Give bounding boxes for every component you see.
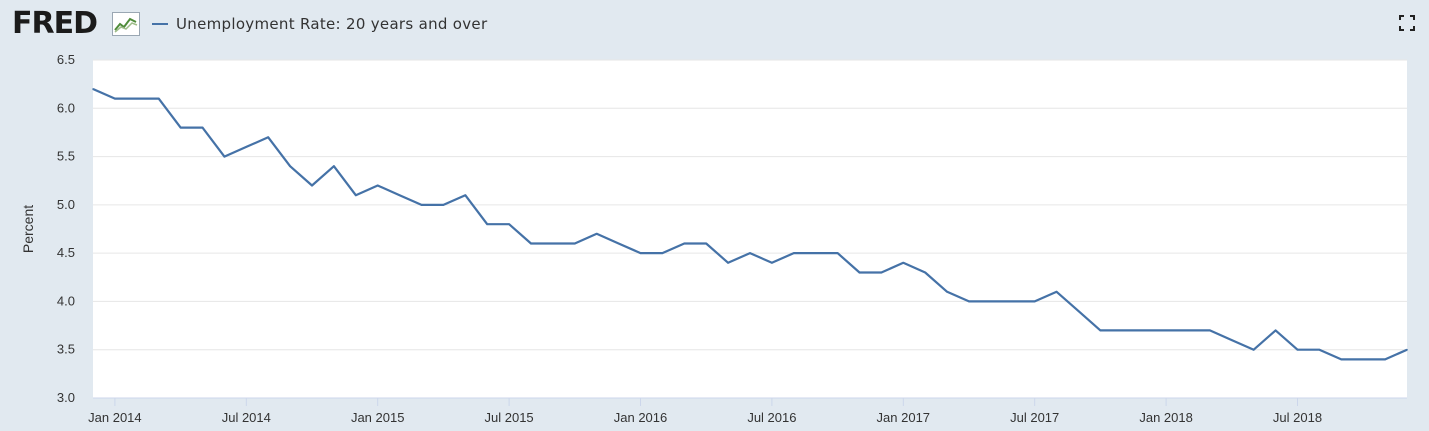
- data-point[interactable]: [902, 262, 905, 264]
- data-point[interactable]: [530, 242, 532, 245]
- fullscreen-icon[interactable]: [1398, 14, 1416, 32]
- data-point[interactable]: [311, 184, 313, 187]
- x-tick-label: Jul 2017: [1010, 410, 1059, 425]
- y-axis-label: Percent: [20, 205, 36, 253]
- data-point[interactable]: [814, 252, 817, 254]
- x-tick-label: Jan 2016: [614, 410, 668, 425]
- data-point[interactable]: [201, 126, 204, 129]
- data-point[interactable]: [1296, 348, 1299, 351]
- plot-area: [93, 60, 1407, 398]
- data-point[interactable]: [1384, 358, 1386, 361]
- data-point[interactable]: [1274, 329, 1277, 332]
- data-point[interactable]: [1143, 329, 1145, 332]
- data-point[interactable]: [245, 146, 248, 148]
- x-tick-label: Jul 2018: [1273, 410, 1322, 425]
- y-tick-label: 5.0: [57, 197, 75, 212]
- x-tick-label: Jul 2015: [485, 410, 534, 425]
- data-point[interactable]: [333, 165, 335, 167]
- data-point[interactable]: [376, 184, 379, 187]
- data-point[interactable]: [749, 252, 751, 254]
- data-point[interactable]: [595, 233, 598, 235]
- x-tick-label: Jan 2018: [1139, 410, 1193, 425]
- data-point[interactable]: [114, 97, 116, 100]
- data-point[interactable]: [836, 252, 839, 254]
- data-point[interactable]: [157, 97, 160, 100]
- data-point[interactable]: [858, 271, 861, 274]
- data-point[interactable]: [880, 271, 883, 274]
- legend: Unemployment Rate: 20 years and over: [152, 14, 487, 34]
- data-point[interactable]: [552, 242, 554, 245]
- data-point[interactable]: [1231, 339, 1233, 341]
- data-point[interactable]: [1209, 329, 1211, 332]
- data-point[interactable]: [1055, 291, 1058, 293]
- data-point[interactable]: [267, 136, 270, 139]
- y-tick-label: 3.0: [57, 390, 75, 405]
- y-tick-label: 4.0: [57, 293, 75, 308]
- x-axis-ticks: Jan 2014 Jul 2014 Jan 2015 Jul 2015 Jan 2016…: [88, 398, 1322, 425]
- data-point[interactable]: [289, 165, 291, 167]
- y-tick-label: 6.5: [57, 52, 75, 67]
- data-point[interactable]: [355, 194, 357, 196]
- y-tick-label: 3.5: [57, 342, 75, 357]
- series-group: [92, 87, 1408, 361]
- y-axis-ticks: 3.0 3.5 4.0 4.5 5.0 5.5 6.0 6.5: [57, 52, 75, 405]
- y-tick-label: 5.5: [57, 149, 75, 164]
- legend-label: Unemployment Rate: 20 years and over: [176, 15, 488, 33]
- data-point[interactable]: [705, 242, 707, 245]
- x-tick-label: Jul 2016: [747, 410, 796, 425]
- data-point[interactable]: [1033, 300, 1036, 303]
- y-tick-label: 4.5: [57, 245, 75, 260]
- data-point[interactable]: [793, 252, 795, 254]
- data-point[interactable]: [508, 223, 510, 225]
- data-point[interactable]: [1406, 348, 1408, 351]
- data-point[interactable]: [464, 194, 467, 196]
- data-point[interactable]: [924, 271, 926, 274]
- data-point[interactable]: [574, 242, 576, 245]
- data-point[interactable]: [946, 291, 948, 293]
- data-point[interactable]: [1012, 300, 1014, 303]
- data-point[interactable]: [1077, 310, 1080, 312]
- chart-header: FRED Unemployment Rate: 20 years and ove…: [0, 0, 1429, 50]
- data-point[interactable]: [1165, 329, 1167, 332]
- data-point[interactable]: [1187, 329, 1189, 332]
- data-point[interactable]: [486, 223, 489, 225]
- data-point[interactable]: [771, 262, 773, 264]
- data-point[interactable]: [442, 204, 445, 206]
- x-tick-label: Jan 2015: [351, 410, 405, 425]
- data-point[interactable]: [136, 97, 138, 100]
- data-point[interactable]: [727, 262, 729, 264]
- data-point[interactable]: [1099, 329, 1102, 332]
- fred-logo[interactable]: FRED: [12, 6, 98, 41]
- data-point[interactable]: [1362, 358, 1364, 361]
- data-point[interactable]: [683, 242, 686, 245]
- data-point[interactable]: [968, 300, 970, 303]
- legend-swatch: [152, 23, 168, 25]
- data-point[interactable]: [661, 252, 664, 254]
- data-point[interactable]: [223, 155, 226, 158]
- data-point[interactable]: [1318, 348, 1321, 351]
- y-tick-label: 6.0: [57, 100, 75, 115]
- data-point[interactable]: [1340, 358, 1343, 361]
- data-point[interactable]: [179, 126, 182, 129]
- data-point[interactable]: [92, 88, 94, 90]
- data-point[interactable]: [1252, 348, 1255, 351]
- data-point[interactable]: [398, 194, 401, 196]
- data-point[interactable]: [1121, 329, 1124, 332]
- fred-chart-logo-icon: [112, 12, 140, 36]
- x-tick-label: Jul 2014: [222, 410, 271, 425]
- x-tick-label: Jan 2017: [877, 410, 931, 425]
- data-point[interactable]: [990, 300, 992, 303]
- data-point[interactable]: [617, 242, 620, 245]
- data-point[interactable]: [420, 204, 423, 206]
- data-point[interactable]: [639, 252, 642, 254]
- x-tick-label: Jan 2014: [88, 410, 142, 425]
